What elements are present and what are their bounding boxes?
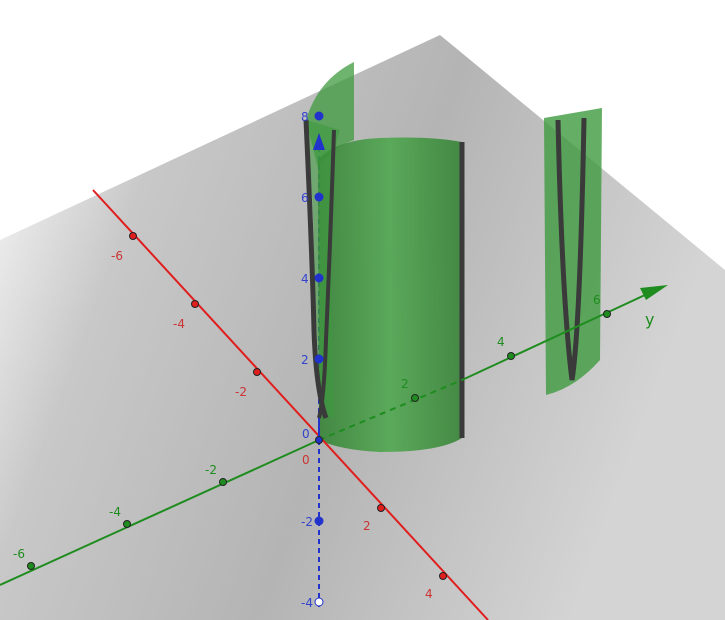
z-axis-tick-mark bbox=[314, 516, 324, 526]
z-axis-arrow-icon bbox=[313, 133, 325, 150]
x-axis-tick-label: -2 bbox=[235, 385, 247, 399]
y-axis-tick-label: -2 bbox=[205, 463, 217, 477]
x-axis-tick-label: 2 bbox=[363, 519, 371, 533]
x-axis-tick-mark bbox=[191, 300, 199, 308]
x-axis-ticks: -6 -4 -2 2 4 bbox=[111, 232, 447, 601]
z-axis-tick-mark bbox=[314, 192, 324, 202]
x-axis-tick-label: -4 bbox=[173, 317, 185, 331]
x-axis-tick-mark bbox=[129, 232, 137, 240]
narrow-surface-curve bbox=[555, 117, 587, 381]
cylinder-body bbox=[318, 137, 462, 452]
x-axis-tick-label: 4 bbox=[425, 587, 433, 601]
y-axis-ticks: -6 -4 -2 2 4 6 bbox=[13, 293, 611, 570]
y-axis-tick-label: 6 bbox=[593, 293, 601, 307]
z-axis-tick-label: 4 bbox=[301, 272, 309, 286]
z-axis-tick-label: 8 bbox=[301, 110, 309, 124]
x-axis-tick-label: -6 bbox=[111, 249, 123, 263]
y-axis-negative bbox=[0, 439, 320, 586]
y-axis-tick-mark bbox=[123, 520, 131, 528]
z-axis-tick-label: -4 bbox=[301, 596, 313, 610]
x-axis-tick-mark bbox=[439, 572, 447, 580]
z-axis-tick-label: -2 bbox=[301, 515, 313, 529]
origin-point bbox=[315, 436, 323, 444]
z-axis-tick-mark bbox=[314, 111, 324, 121]
y-axis-tick-mark bbox=[27, 562, 35, 570]
y-axis-tick-mark bbox=[507, 352, 515, 360]
z-axis-tick-label: 2 bbox=[301, 353, 309, 367]
x-axis-tick-mark bbox=[377, 504, 385, 512]
y-axis-tick-label: 2 bbox=[401, 377, 409, 391]
z-axis-tick-mark bbox=[314, 273, 324, 283]
z-axis-ticks: -4 -2 2 4 6 8 bbox=[301, 110, 324, 610]
x-axis-tick-mark bbox=[253, 368, 261, 376]
y-axis-tick-mark bbox=[411, 394, 419, 402]
y-axis-tick-label: -6 bbox=[13, 547, 25, 561]
z-axis-tick-mark bbox=[314, 354, 324, 364]
y-axis-tick-mark bbox=[219, 478, 227, 486]
y-axis-arrow-icon bbox=[640, 285, 668, 300]
origin-label-x: 0 bbox=[302, 453, 310, 467]
y-axis-name: y bbox=[645, 310, 654, 329]
narrow-surface bbox=[544, 108, 602, 395]
y-axis-positive bbox=[461, 294, 646, 381]
cylinder-left-inner-curve bbox=[317, 129, 336, 419]
y-axis-tick-label: -4 bbox=[109, 505, 121, 519]
origin-label-z: 0 bbox=[302, 427, 310, 441]
y-axis-hidden bbox=[318, 379, 463, 441]
cylinder-left-curve bbox=[303, 119, 329, 419]
y-axis-tick-mark bbox=[603, 310, 611, 318]
z-axis-tick-label: 6 bbox=[301, 191, 309, 205]
x-axis bbox=[92, 189, 489, 620]
z-axis-tick-mark bbox=[314, 597, 324, 607]
y-axis-tick-label: 4 bbox=[497, 335, 505, 349]
